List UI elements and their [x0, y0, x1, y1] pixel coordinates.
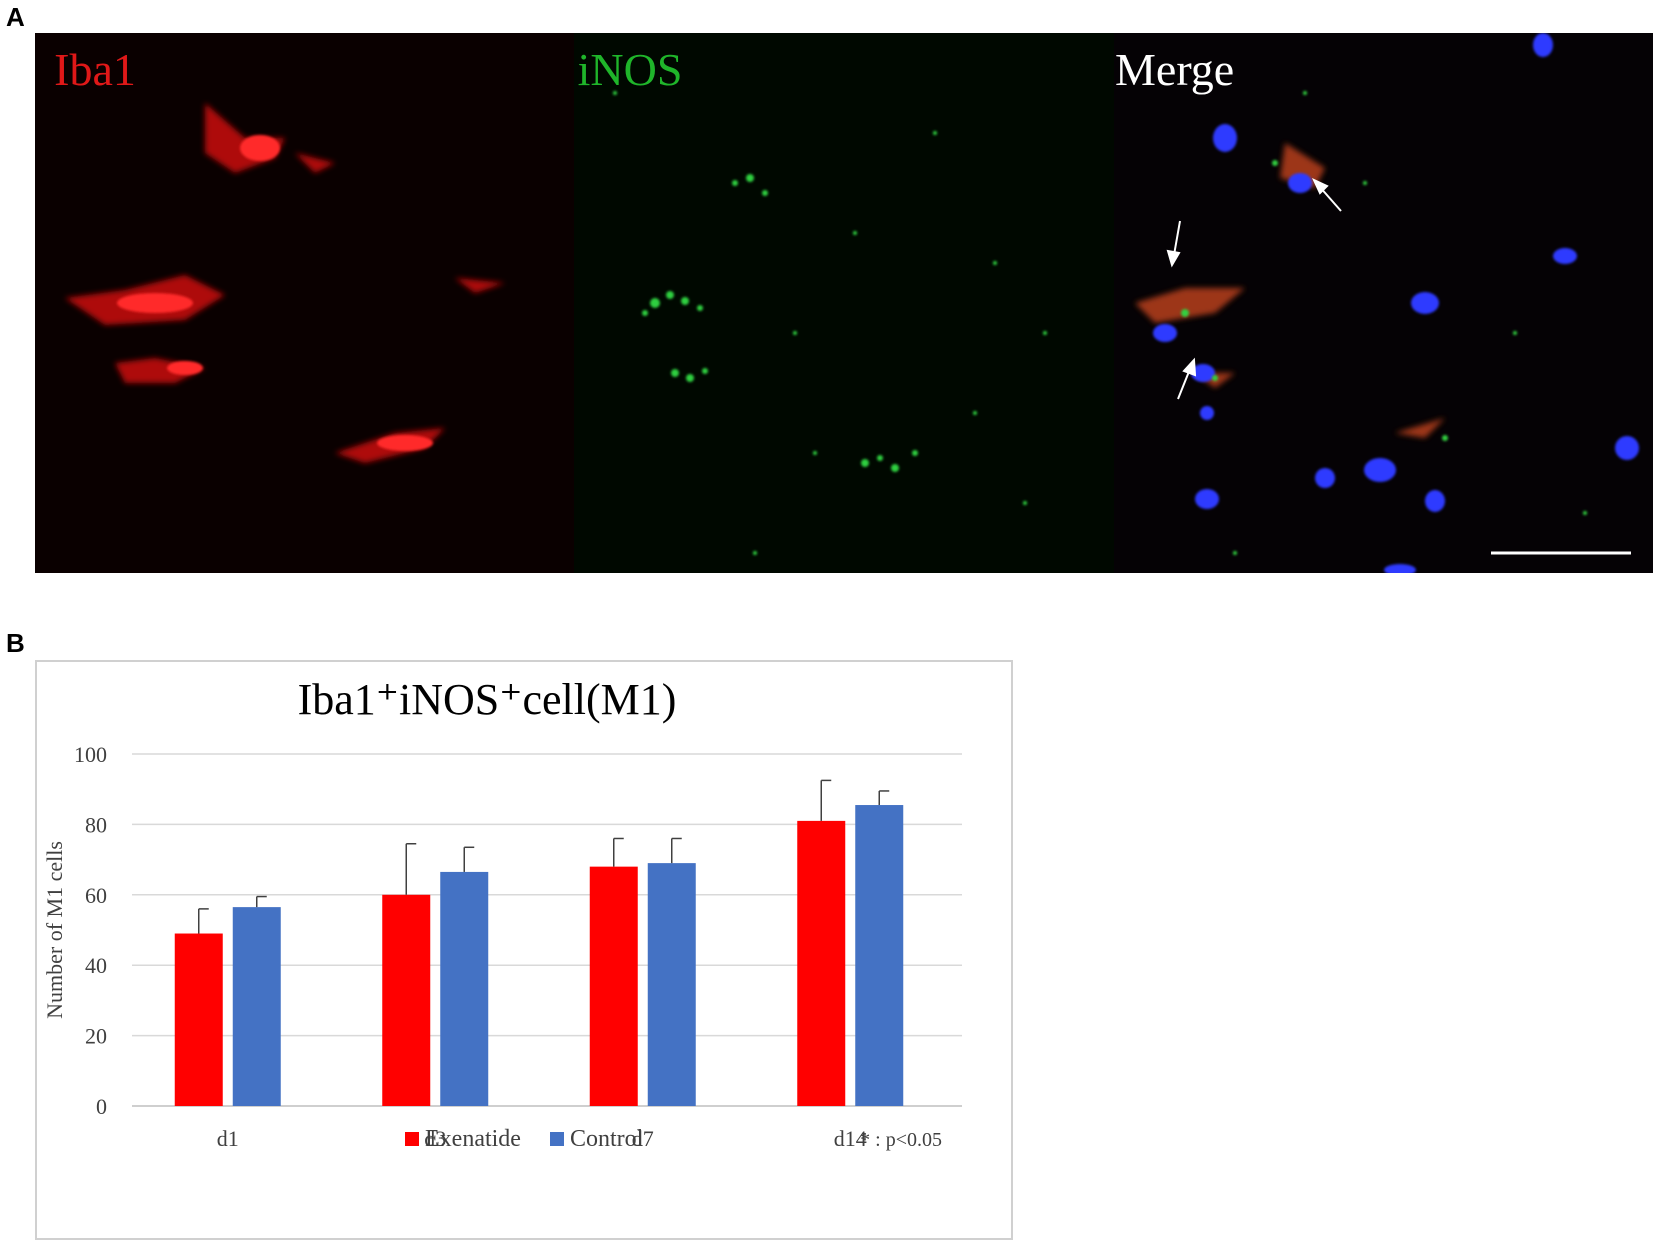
micrograph-image [35, 33, 1653, 573]
x-tick-label: d3 [424, 1126, 446, 1151]
bar-control-d14 [855, 805, 904, 1106]
panel-a-letter: A [6, 2, 25, 32]
legend-label-exenatide: Exenatide [425, 1126, 521, 1152]
y-tick-label: 40 [85, 953, 107, 978]
legend-swatch-exenatide [405, 1132, 419, 1146]
bar-exenatide-d7 [589, 866, 638, 1106]
bar-exenatide-d14 [797, 820, 846, 1106]
chart-frame: Iba1⁺iNOS⁺cell(M1) 0 20 40 60 80 100 Number of … [35, 660, 1013, 1240]
bar-exenatide-d3 [382, 894, 431, 1106]
significance-note: * : p<0.05 [860, 1129, 942, 1151]
channel-label-iba1: Iba1 [54, 44, 136, 95]
merge-image [1114, 33, 1653, 573]
chart-title: Iba1⁺iNOS⁺cell(M1) [298, 675, 677, 724]
y-tick-label: 20 [85, 1024, 107, 1049]
y-tick-label: 100 [74, 742, 107, 767]
panel-b-letter: B [6, 628, 25, 658]
bar-control-d3 [440, 871, 489, 1106]
legend-swatch-control [550, 1132, 564, 1146]
y-tick-label: 80 [85, 812, 107, 837]
channel-label-inos: iNOS [577, 44, 683, 95]
bar-chart: Iba1⁺iNOS⁺cell(M1) 0 20 40 60 80 100 Number of … [42, 675, 962, 1152]
y-tick-label: 60 [85, 883, 107, 908]
micrograph-strip: Iba1 iNOS Merge [35, 33, 1653, 573]
iba1-image [35, 33, 574, 573]
x-tick-label: d1 [217, 1126, 239, 1151]
x-tick-label: d7 [632, 1126, 654, 1151]
legend-label-control: Control [570, 1126, 644, 1152]
y-tick-label: 0 [96, 1094, 107, 1119]
bar-control-d7 [647, 863, 696, 1106]
bar-exenatide-d1 [174, 933, 223, 1106]
y-axis-label: Number of M1 cells [42, 841, 67, 1019]
channel-label-merge: Merge [1115, 44, 1235, 95]
bar-control-d1 [232, 907, 281, 1106]
inos-image [574, 33, 1114, 573]
arrow-icon [1166, 177, 1342, 400]
x-tick-label: d14 [834, 1126, 867, 1151]
